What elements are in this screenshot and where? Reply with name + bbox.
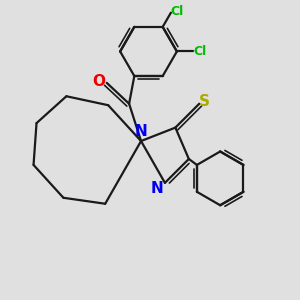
Text: Cl: Cl — [171, 5, 184, 18]
Text: O: O — [93, 74, 106, 89]
Text: Cl: Cl — [193, 45, 206, 58]
Text: S: S — [199, 94, 210, 109]
Text: N: N — [150, 181, 163, 196]
Text: N: N — [135, 124, 147, 139]
